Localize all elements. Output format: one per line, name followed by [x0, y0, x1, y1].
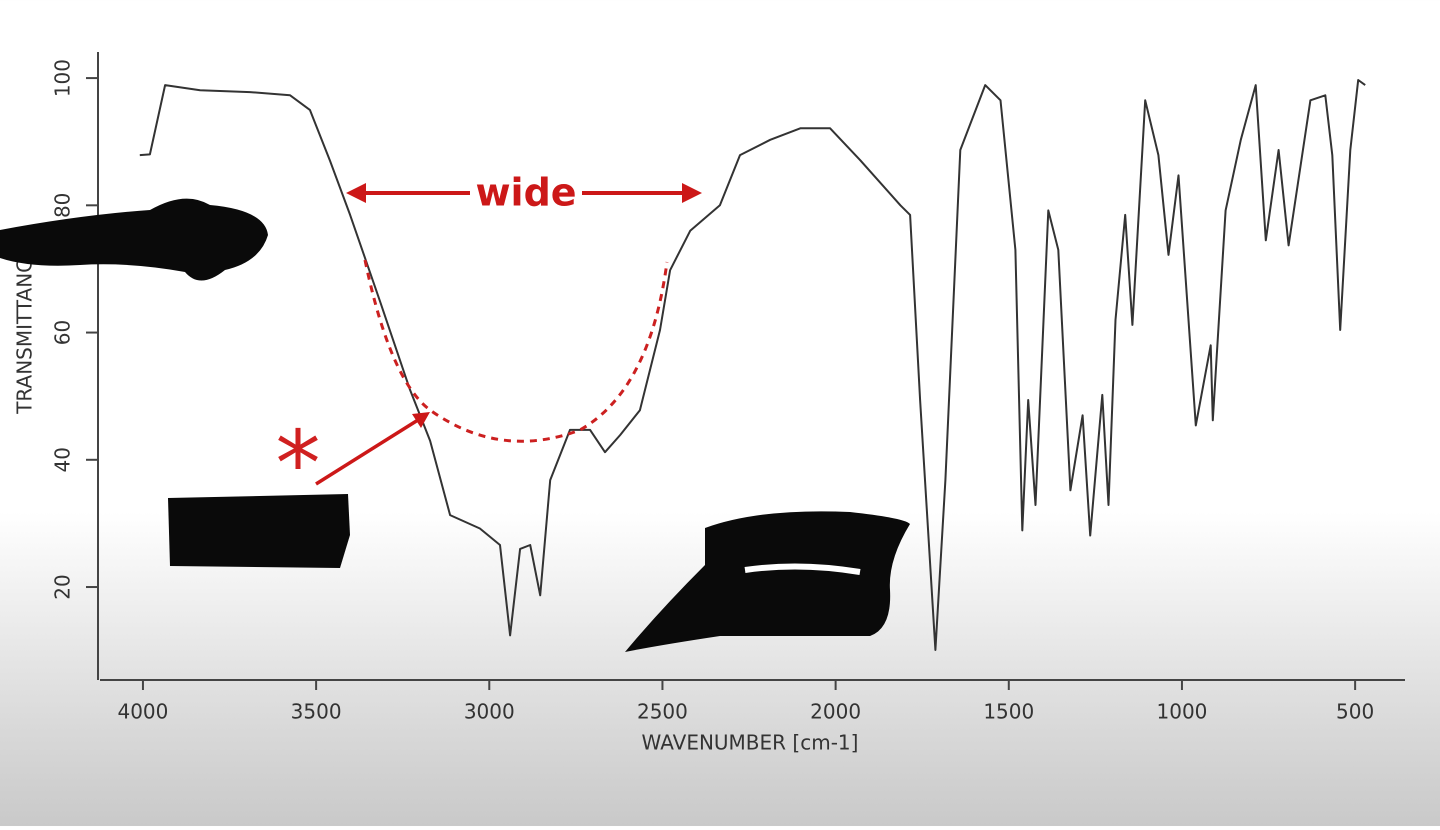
- plot-area: 4000 3500 3000 2500 2000 1500 1000 500 20 40 60 80 1…: [51, 52, 1405, 724]
- x-tick-label: 4000: [117, 700, 168, 724]
- x-tick-label: 3000: [464, 700, 515, 724]
- y-tick-label: 80: [51, 193, 75, 218]
- y-tick-label: 100: [51, 59, 75, 97]
- dashed-curve: [363, 259, 669, 443]
- x-tick-label: 2000: [810, 700, 861, 724]
- x-tick-label: 500: [1336, 700, 1374, 724]
- annotation-wide: wide: [475, 171, 576, 215]
- x-tick-label: 3500: [291, 700, 342, 724]
- redaction-gap: [744, 563, 861, 575]
- arrow-head: [412, 412, 430, 428]
- x-axis-label: WAVENUMBER [cm-1]: [642, 731, 859, 755]
- redaction: [168, 494, 350, 568]
- x-tick-label: 1000: [1157, 700, 1208, 724]
- redaction: [0, 198, 268, 281]
- y-tick-label: 60: [51, 320, 75, 345]
- x-tick-label: 1500: [983, 700, 1034, 724]
- y-tick-label: 20: [51, 574, 75, 599]
- arrow-head: [346, 183, 366, 203]
- pointer-arrow: [315, 418, 419, 486]
- spectrum-line: [139, 79, 1366, 651]
- y-axis-label: TRANSMITTANCE: [13, 246, 37, 415]
- x-tick-label: 2500: [637, 700, 688, 724]
- arrow-head: [682, 183, 702, 203]
- y-tick-label: 40: [51, 447, 75, 472]
- redaction: [625, 511, 910, 652]
